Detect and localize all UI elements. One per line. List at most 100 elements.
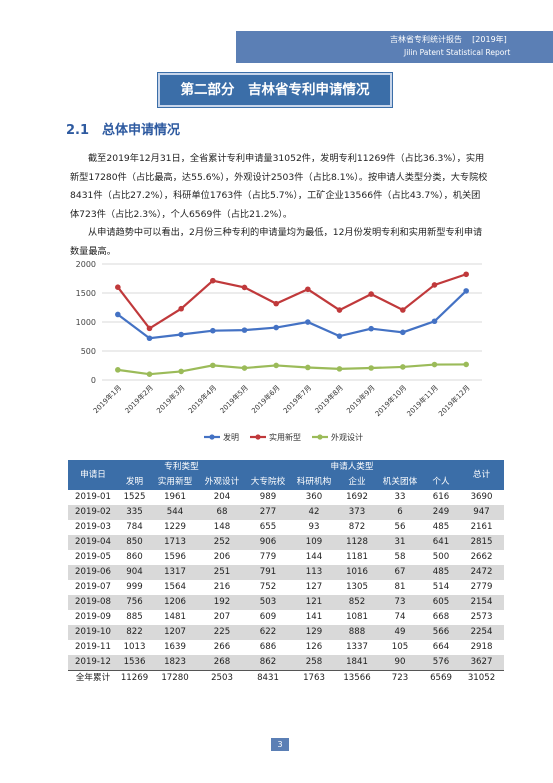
table-cell: 58 (394, 552, 406, 562)
table-cell: 862 (245, 655, 291, 671)
table-cell: 74 (394, 612, 406, 622)
table-cell: 641 (423, 535, 459, 550)
total-cell: 8431 (245, 670, 291, 686)
x-tick-label: 2019年8月 (313, 383, 345, 415)
table-cell: 93 (308, 522, 320, 532)
y-tick-label: 2000 (76, 260, 96, 269)
table-cell: 1639 (164, 642, 186, 652)
total-cell: 全年累计 (68, 670, 118, 686)
table-row: 2019-12 1536 1823 268 862 258 1841 90 576 3627 (68, 655, 504, 671)
table-cell: 576 (423, 655, 459, 671)
x-tick-label: 2019年10月 (373, 383, 408, 418)
x-tick-label: 2019年3月 (155, 383, 187, 415)
header-title-en: Jilin Patent Statistical Report (404, 48, 511, 57)
table-row: 2019-11 1013 1639 266 686 126 1337 105 664 2918 (68, 640, 504, 655)
table-cell: 1013 (123, 642, 146, 652)
table-cell: 1713 (151, 535, 199, 550)
table-cell: 756 (118, 595, 151, 610)
table-cell: 1206 (151, 595, 199, 610)
x-tick-label: 2019年9月 (345, 383, 377, 415)
data-point (178, 368, 184, 375)
data-point (336, 333, 343, 339)
data-point (305, 364, 311, 371)
table-cell: 204 (213, 492, 231, 502)
subheader-cell: 机关团体 (377, 475, 423, 490)
data-point (241, 365, 248, 371)
table-cell: 49 (377, 625, 423, 640)
table-cell: 860 (126, 552, 143, 562)
y-tick-label: 0 (91, 376, 96, 385)
data-point (241, 327, 248, 333)
table-cell: 373 (337, 505, 377, 520)
table-cell: 2019-12 (68, 655, 118, 671)
table-cell: 121 (291, 595, 337, 610)
table-cell: 127 (305, 582, 323, 592)
table-cell: 6 (377, 505, 423, 520)
table-cell: 2019-03 (75, 522, 111, 532)
table-cell: 1317 (151, 565, 199, 580)
chart-gridlines (102, 263, 482, 381)
table-cell: 1081 (346, 612, 368, 622)
subheader-cell: 实用新型 (151, 475, 199, 490)
table-cell: 2918 (470, 642, 493, 652)
table-cell: 791 (245, 565, 291, 580)
table-cell: 33 (394, 492, 406, 502)
table-cell: 225 (199, 625, 245, 640)
table-cell: 2254 (459, 625, 504, 640)
table-row: 2019-02 335 544 68 277 42 373 6 249 947 (68, 505, 504, 520)
data-point (178, 331, 184, 338)
table-cell: 999 (126, 582, 143, 592)
data-point (273, 300, 279, 307)
table-row: 2019-05 860 1596 206 779 144 1181 58 500 2662 (68, 550, 504, 565)
data-point (368, 291, 374, 297)
table-cell: 989 (259, 492, 277, 502)
table-cell: 31 (377, 535, 423, 550)
table-cell: 2019-09 (75, 612, 111, 622)
table-cell: 144 (305, 552, 323, 562)
header-patent-type: 专利类型 (118, 460, 245, 475)
table-cell: 113 (291, 565, 337, 580)
x-tick-label: 2019年11月 (405, 383, 440, 418)
table-cell: 544 (151, 505, 199, 520)
legend-marker (255, 434, 261, 440)
data-point (146, 371, 153, 377)
x-tick-label: 2019年1月 (91, 383, 123, 415)
table-cell: 1181 (346, 552, 368, 562)
header-total: 总计 (459, 460, 504, 490)
table-cell: 1823 (151, 655, 199, 671)
table-row: 2019-03 784 1229 148 655 93 872 56 485 2161 (68, 520, 504, 535)
x-tick-label: 2019年6月 (250, 383, 282, 415)
table-cell: 888 (337, 625, 377, 640)
series-line (116, 273, 467, 330)
application-table: 申请日 专利类型 申请人类型 总计 发明 实用新型 外观设计 大专院校 科研机构 企业 机关… (68, 460, 504, 686)
table-cell: 2573 (470, 612, 493, 622)
table-cell: 67 (377, 565, 423, 580)
table-cell: 1525 (123, 492, 146, 502)
table-row: 2019-01 1525 1961 204 989 360 1692 33 616 3690 (68, 490, 504, 505)
total-cell: 11269 (118, 670, 151, 686)
page-number: 3 (271, 738, 289, 751)
table-cell: 207 (213, 612, 231, 622)
table-total-row: 全年累计 11269 17280 2503 8431 1763 13566 723 6569 31… (68, 670, 504, 686)
paragraph-summary: 截至2019年12月31日，全省累计专利申请量31052件，发明专利11269件… (70, 153, 488, 220)
table-cell: 2019-08 (68, 595, 118, 610)
table-cell: 360 (305, 492, 323, 502)
subheader-cell: 企业 (337, 475, 377, 490)
table-cell: 2019-07 (75, 582, 111, 592)
table-cell: 126 (305, 642, 323, 652)
x-tick-label: 2019年7月 (281, 383, 313, 415)
table-cell: 73 (377, 595, 423, 610)
table-cell: 850 (118, 535, 151, 550)
table-cell: 872 (348, 522, 366, 532)
table-cell: 266 (213, 642, 231, 652)
data-point (336, 366, 343, 372)
table-cell: 216 (213, 582, 231, 592)
y-tick-label: 1000 (76, 318, 96, 327)
x-tick-label: 2019年5月 (218, 383, 250, 415)
table-row: 2019-09 885 1481 207 609 141 1081 74 668 2573 (68, 610, 504, 625)
chart-x-tick-labels: 2019年1月 2019年2月 2019年3月 2019年4月 2019年5月 2019年… (91, 383, 471, 418)
table-cell: 1692 (346, 492, 368, 502)
chart-series-lines (115, 271, 469, 377)
legend-label: 实用新型 (269, 432, 301, 442)
